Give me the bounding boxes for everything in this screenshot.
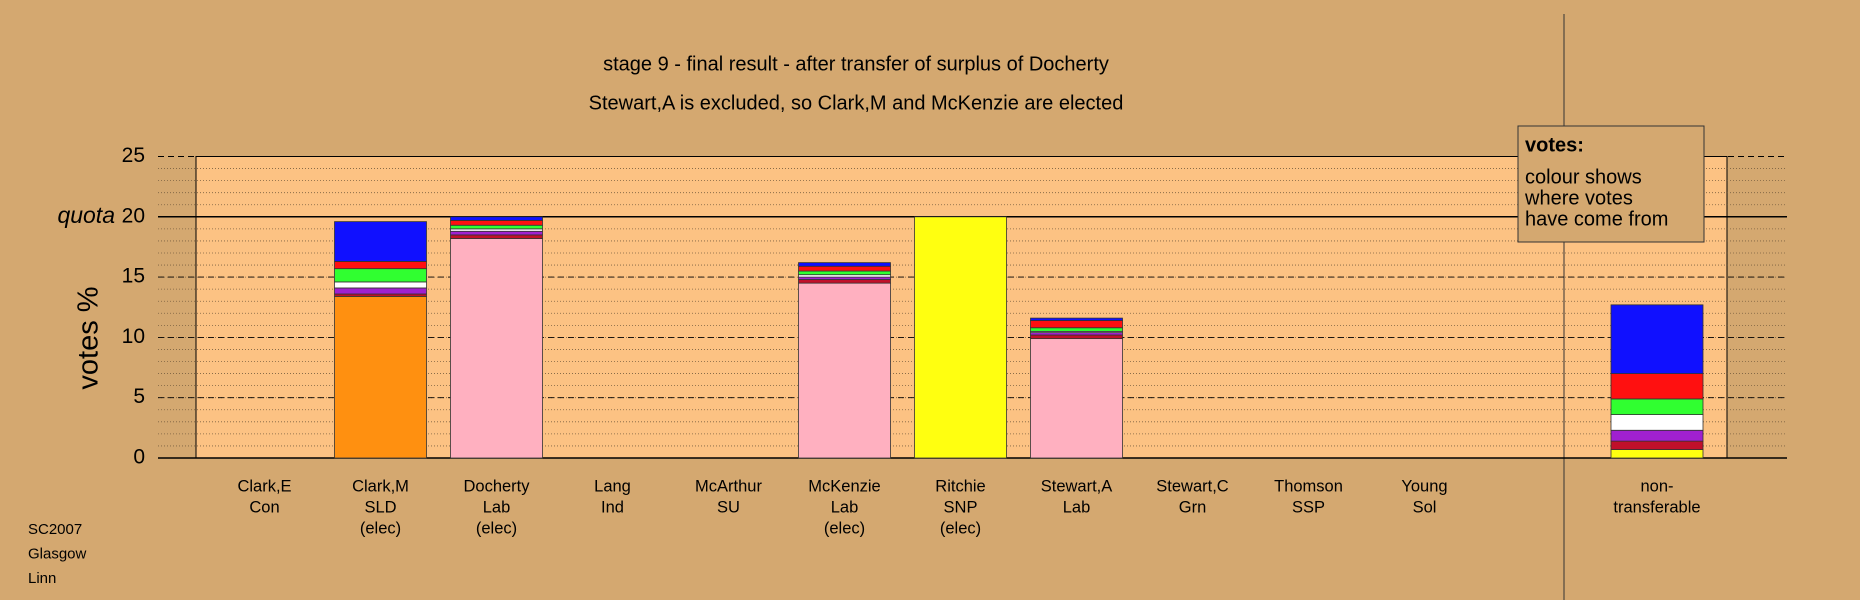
bar-segment xyxy=(914,216,1007,459)
y-axis-label: votes % xyxy=(73,286,105,389)
x-tick-label: (elec) xyxy=(360,519,401,537)
chart-title: stage 9 - final result - after transfer … xyxy=(603,53,1109,75)
x-tick-label: Sol xyxy=(1413,498,1437,516)
footer-text: Linn xyxy=(28,570,56,587)
y-tick-label: 20 xyxy=(122,204,145,227)
bar-segment xyxy=(450,238,543,459)
bar-segment xyxy=(450,234,543,239)
bar-segment xyxy=(450,224,543,230)
x-tick-label: Grn xyxy=(1179,498,1207,516)
note-text: colour shows xyxy=(1525,166,1642,188)
bar-segment xyxy=(798,279,891,284)
x-tick-label: Clark,E xyxy=(237,477,291,495)
bar-segment xyxy=(334,261,427,270)
x-tick-label: transferable xyxy=(1613,498,1700,516)
x-tick-label: (elec) xyxy=(940,519,981,537)
footer-text: SC2007 xyxy=(28,521,82,538)
bar-segment xyxy=(1610,440,1704,450)
x-tick-label: Lab xyxy=(483,498,511,516)
note-box xyxy=(1517,125,1705,243)
bar-segment xyxy=(450,220,543,226)
bar-segment xyxy=(1610,449,1704,459)
bar-segment xyxy=(1030,338,1123,459)
x-tick-label: Ind xyxy=(601,498,624,516)
x-tick-label: Young xyxy=(1401,477,1447,495)
y-tick-label: 5 xyxy=(133,385,145,408)
bar-segment xyxy=(450,230,543,236)
x-tick-label: McArthur xyxy=(695,477,762,495)
bar-segment xyxy=(1030,327,1123,332)
bar-segment xyxy=(798,262,891,267)
x-tick-label: SNP xyxy=(944,498,978,516)
x-tick-label: (elec) xyxy=(824,519,865,537)
bar-segment xyxy=(334,221,427,262)
x-tick-label: Stewart,C xyxy=(1156,477,1229,495)
x-tick-label: McKenzie xyxy=(808,477,880,495)
x-tick-label: Lab xyxy=(831,498,859,516)
bar-segment xyxy=(334,295,427,459)
bar-segment xyxy=(1610,304,1704,374)
x-tick-label: Thomson xyxy=(1274,477,1343,495)
x-tick-label: SU xyxy=(717,498,740,516)
x-tick-label: (elec) xyxy=(476,519,517,537)
note-text: where votes xyxy=(1524,187,1633,209)
x-tick-label: SSP xyxy=(1292,498,1325,516)
bar-segment xyxy=(1610,429,1704,442)
bar-segment xyxy=(1610,414,1704,431)
bar-segment xyxy=(1610,398,1704,415)
bar-segment xyxy=(334,281,427,289)
bar-segment xyxy=(1030,317,1123,321)
note-text: have come from xyxy=(1525,208,1668,230)
x-tick-label: Con xyxy=(249,498,279,516)
y-tick-label: 15 xyxy=(122,265,145,288)
x-tick-label: Lang xyxy=(594,477,631,495)
y-tick-label: 10 xyxy=(122,325,145,348)
footer-text: Glasgow xyxy=(28,545,87,562)
y-tick-label: 25 xyxy=(122,144,145,167)
bar-segment xyxy=(450,216,543,221)
bar-segment xyxy=(798,270,891,276)
x-tick-label: non- xyxy=(1640,477,1673,495)
x-tick-label: Lab xyxy=(1063,498,1091,516)
x-tick-label: Stewart,A xyxy=(1041,477,1113,495)
x-tick-label: Ritchie xyxy=(935,477,985,495)
bar-segment xyxy=(334,287,427,295)
chart-subtitle: Stewart,A is excluded, so Clark,M and Mc… xyxy=(589,92,1124,114)
bar-segment xyxy=(1610,373,1704,400)
x-tick-label: Clark,M xyxy=(352,477,409,495)
bar-segment xyxy=(1030,334,1123,340)
quota-label: quota xyxy=(57,202,115,228)
x-tick-label: Docherty xyxy=(463,477,530,495)
x-tick-label: SLD xyxy=(364,498,396,516)
bar-segment xyxy=(334,268,427,283)
bar-segment xyxy=(798,265,891,272)
bar-segment xyxy=(1030,320,1123,329)
y-tick-label: 0 xyxy=(133,446,145,469)
bar-segment xyxy=(798,282,891,459)
note-heading: votes: xyxy=(1525,134,1584,156)
